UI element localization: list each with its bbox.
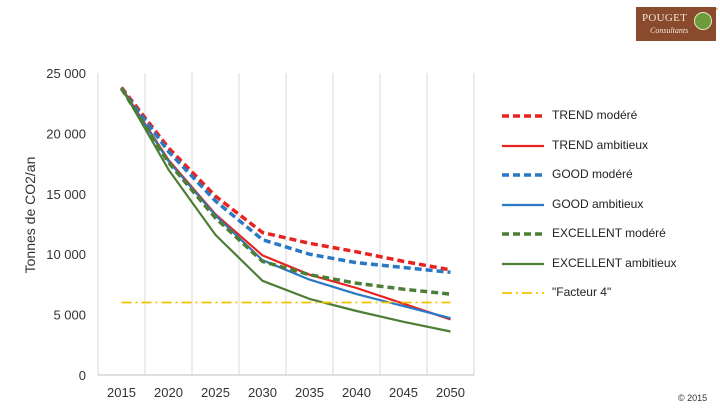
corner-mark bbox=[716, 8, 718, 10]
legend-label: GOOD modéré bbox=[552, 167, 633, 181]
series-line bbox=[120, 86, 451, 333]
y-tick-label: 25 000 bbox=[46, 66, 86, 81]
y-tick-label: 0 bbox=[79, 368, 86, 383]
y-tick-label: 5 000 bbox=[53, 308, 86, 323]
legend-item: GOOD ambitieux bbox=[500, 195, 710, 215]
x-tick-label: 2035 bbox=[295, 385, 324, 400]
legend-item: TREND ambitieux bbox=[500, 136, 710, 156]
gridlines bbox=[97, 73, 475, 375]
legend-label: "Facteur 4" bbox=[552, 285, 612, 299]
legend-item: EXCELLENT modéré bbox=[500, 224, 710, 244]
globe-icon bbox=[694, 12, 712, 30]
y-tick-label: 20 000 bbox=[46, 126, 86, 141]
x-tick-label: 2015 bbox=[107, 385, 136, 400]
x-tick-label: 2030 bbox=[248, 385, 277, 400]
series-line bbox=[120, 88, 451, 320]
legend-swatch bbox=[502, 292, 544, 294]
x-tick-label: 2025 bbox=[201, 385, 230, 400]
y-axis-label: Tonnes de CO2/an bbox=[22, 156, 38, 274]
legend-item: EXCELLENT ambitieux bbox=[500, 254, 710, 274]
legend-swatch bbox=[502, 173, 544, 177]
legend-swatch bbox=[502, 262, 544, 265]
legend-swatch bbox=[502, 232, 544, 236]
legend-label: EXCELLENT ambitieux bbox=[552, 255, 677, 270]
legend-item: GOOD modéré bbox=[500, 165, 710, 185]
series-line bbox=[120, 87, 451, 296]
legend-swatch bbox=[502, 114, 544, 118]
legend-label: TREND ambitieux bbox=[552, 137, 649, 152]
y-tick-label: 10 000 bbox=[46, 247, 86, 262]
legend-label: TREND modéré bbox=[552, 108, 638, 122]
legend-swatch bbox=[502, 203, 544, 206]
logo: POUGET Consultants bbox=[636, 7, 716, 41]
y-tick-label: 15 000 bbox=[46, 187, 86, 202]
x-tick-label: 2040 bbox=[342, 385, 371, 400]
x-tick-label: 2045 bbox=[389, 385, 418, 400]
legend-item: TREND modéré bbox=[500, 106, 710, 126]
legend-item: "Facteur 4" bbox=[500, 283, 710, 303]
x-tick-labels: 2015 2020 2025 2030 2035 2040 2045 2050 bbox=[107, 385, 465, 400]
y-tick-labels: 0 5 000 10 000 15 000 20 000 25 000 bbox=[46, 66, 86, 383]
x-tick-label: 2050 bbox=[436, 385, 465, 400]
logo-subtitle: Consultants bbox=[650, 26, 689, 35]
series-lines bbox=[120, 86, 451, 333]
legend-swatch bbox=[502, 144, 544, 147]
series-line bbox=[120, 87, 451, 275]
copyright-text: © 2015 bbox=[678, 393, 708, 403]
x-tick-label: 2020 bbox=[154, 385, 183, 400]
legend-label: GOOD ambitieux bbox=[552, 196, 644, 211]
logo-name: POUGET bbox=[642, 12, 688, 24]
legend-label: EXCELLENT modéré bbox=[552, 226, 666, 240]
